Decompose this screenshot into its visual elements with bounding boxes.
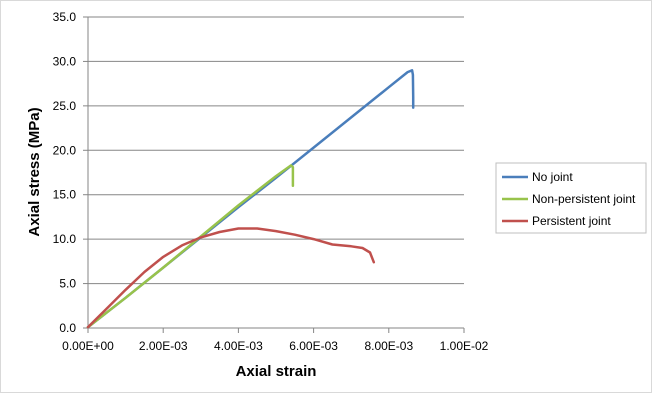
y-tick-label: 20.0 — [53, 143, 77, 157]
y-tick-label: 10.0 — [53, 232, 77, 246]
y-tick-label: 15.0 — [53, 188, 77, 202]
y-tick-label: 0.0 — [59, 321, 76, 335]
legend-label-1: Non-persistent joint — [532, 192, 636, 206]
y-tick-label: 25.0 — [53, 99, 77, 113]
x-tick-label: 6.00E-03 — [289, 339, 338, 353]
legend-label-2: Persistent joint — [532, 214, 611, 228]
y-tick-label: 35.0 — [53, 10, 77, 24]
x-tick-labels: 0.00E+00 2.00E-03 4.00E-03 6.00E-03 8.00E-03… — [62, 339, 489, 353]
x-tick-label: 1.00E-02 — [440, 339, 489, 353]
x-tick-label: 8.00E-03 — [364, 339, 413, 353]
y-tick-label: 5.0 — [59, 277, 76, 291]
y-axis-title: Axial stress (MPa) — [26, 107, 43, 236]
x-tick-label: 0.00E+00 — [62, 339, 114, 353]
y-tick-label: 30.0 — [53, 54, 77, 68]
x-axis-title: Axial strain — [236, 363, 317, 380]
y-tick-labels: 0.0 5.0 10.0 15.0 20.0 25.0 30.0 35.0 — [53, 10, 77, 335]
x-tick-label: 4.00E-03 — [214, 339, 263, 353]
gridlines — [88, 16, 464, 285]
axes — [83, 16, 465, 333]
x-tick-label: 2.00E-03 — [139, 339, 188, 353]
legend-label-0: No joint — [532, 170, 573, 184]
series-line-persistent-joint — [86, 227, 376, 329]
series-lines — [86, 69, 415, 329]
series-line-non-persistent-joint — [86, 164, 295, 329]
legend: No joint Non-persistent joint Persistent j… — [495, 162, 647, 234]
